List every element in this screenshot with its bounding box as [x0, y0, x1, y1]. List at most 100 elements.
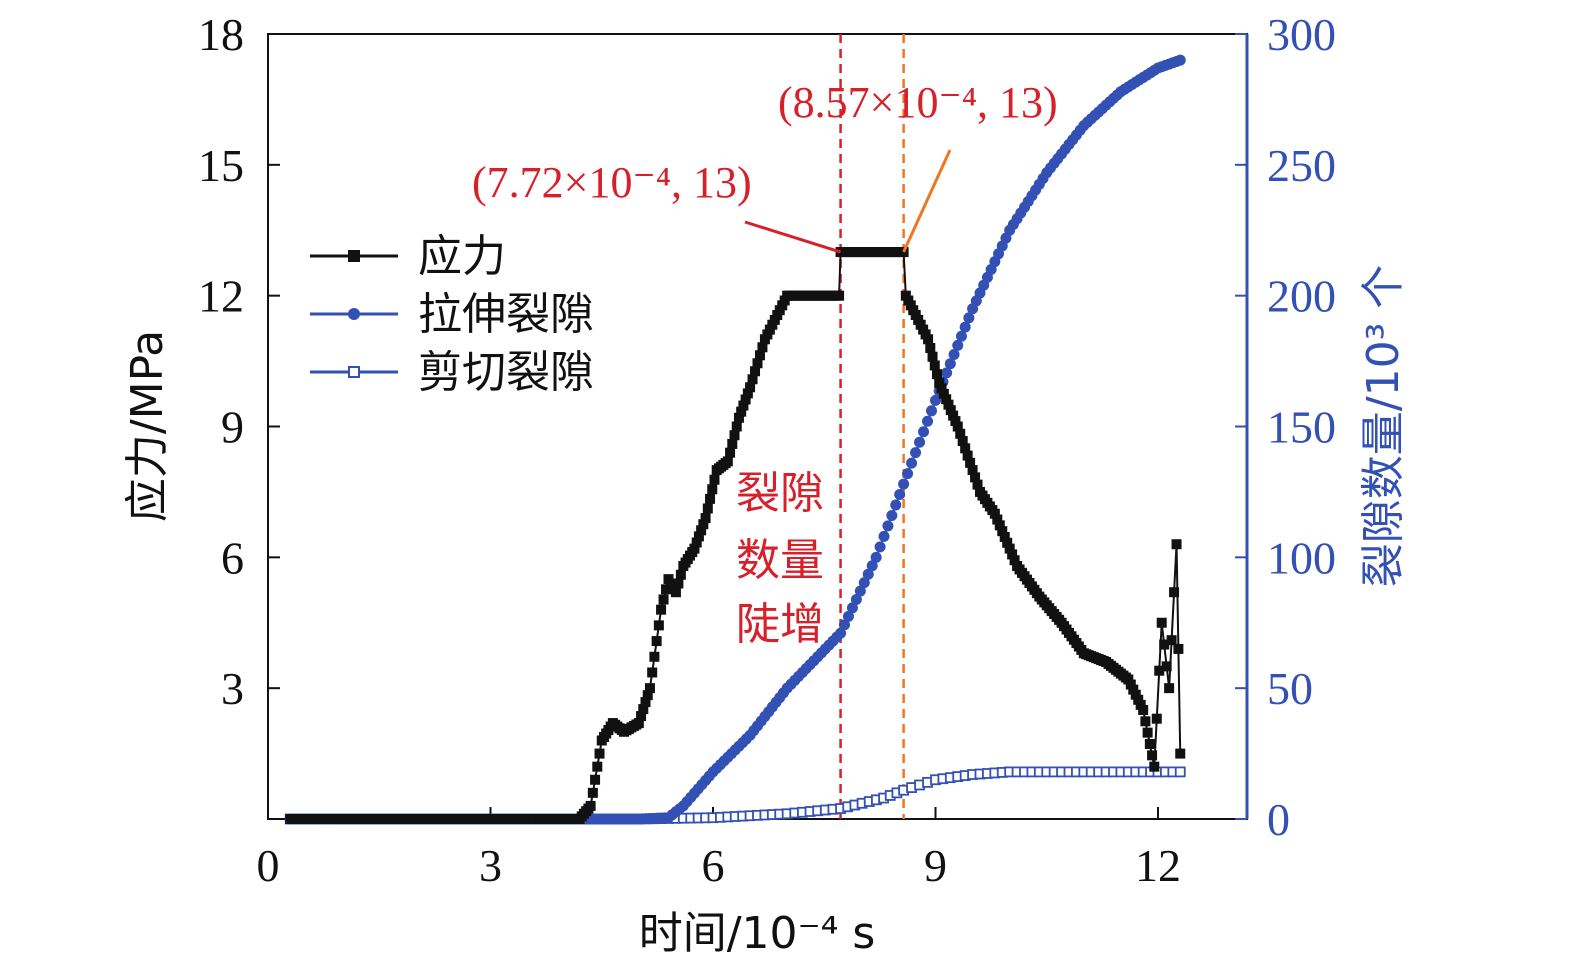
stress-point	[948, 410, 959, 421]
stress-point	[934, 377, 945, 388]
tensile-point	[944, 358, 956, 370]
stress-point	[745, 382, 756, 393]
stress-point	[1004, 543, 1015, 554]
tensile-point	[874, 541, 886, 553]
stress-point	[754, 350, 765, 361]
tensile-point	[886, 509, 898, 521]
stress-point	[693, 531, 704, 542]
legend: 应力 拉伸裂隙 剪切裂隙	[310, 231, 594, 398]
x-tick-label: 9	[924, 840, 947, 891]
stress-point	[757, 342, 768, 353]
tensile-point	[963, 312, 975, 324]
tensile-point	[918, 426, 930, 438]
stress-point	[740, 394, 751, 405]
tensile-point	[862, 568, 874, 580]
tensile-point	[846, 602, 858, 614]
tensile-point	[959, 321, 971, 333]
stress-point	[1166, 635, 1177, 646]
stress-point	[1164, 683, 1175, 694]
stress-point	[962, 450, 973, 461]
stress-point	[1128, 684, 1139, 695]
stress-point	[1130, 689, 1141, 700]
stress-point	[733, 412, 744, 423]
stress-point	[587, 787, 598, 798]
stress-point	[999, 531, 1010, 542]
stress-point	[1133, 694, 1144, 705]
stress-point	[675, 569, 686, 580]
stress-point	[1171, 539, 1182, 550]
y-right-tick-label: 150	[1267, 402, 1336, 453]
stress-point	[750, 366, 761, 377]
tensile-point	[902, 468, 914, 480]
stress-point	[1138, 704, 1149, 715]
stress-point	[640, 697, 651, 708]
x-tick-label: 3	[479, 840, 502, 891]
stress-point	[702, 503, 713, 514]
y-right-tick-label: 250	[1267, 140, 1336, 191]
stress-point	[970, 472, 981, 483]
stress-point	[1009, 555, 1020, 566]
plot-frame	[267, 33, 1248, 820]
stress-point	[994, 520, 1005, 531]
y-left-tick-label: 12	[198, 271, 244, 322]
stress-point	[955, 428, 966, 439]
stress-point	[997, 526, 1008, 537]
stress-point	[925, 343, 936, 353]
stress-point	[698, 519, 709, 530]
y-right-tick-label: 50	[1267, 663, 1313, 714]
stress-point	[1125, 679, 1136, 690]
stress-point	[929, 360, 940, 371]
stress-point	[1161, 661, 1172, 672]
tensile-point	[839, 619, 851, 631]
y-right-tick-label: 0	[1267, 794, 1290, 845]
stress-point	[689, 543, 700, 554]
tensile-point	[866, 560, 878, 572]
stress-point	[952, 421, 963, 432]
tensile-point	[878, 530, 890, 542]
stress-point	[957, 436, 968, 447]
stress-point	[658, 594, 669, 605]
stress-point	[653, 620, 664, 631]
tensile-point	[914, 436, 926, 448]
y-right-tick-label: 300	[1267, 9, 1336, 60]
stress-point	[590, 774, 601, 785]
y-left-tick-label: 3	[221, 663, 244, 714]
stress-point	[1175, 748, 1186, 759]
tensile-point	[898, 478, 910, 490]
stress-point	[736, 406, 747, 417]
tensile-point	[930, 394, 941, 406]
x-tick-label: 6	[702, 840, 725, 891]
stress-point	[1147, 750, 1158, 761]
stress-point	[1173, 643, 1184, 654]
stress-point	[592, 761, 603, 772]
stress-point	[729, 430, 740, 441]
tensile-point	[941, 367, 953, 379]
annotation-label-1: (7.72×10⁻⁴, 13)	[472, 158, 752, 207]
y-left-tick-label: 9	[221, 402, 244, 453]
stress-point	[747, 374, 758, 385]
stress-point	[834, 290, 845, 301]
stress-point	[633, 718, 644, 729]
annotation-note-line-2: 数量	[736, 535, 824, 586]
legend-label-stress: 应力	[418, 231, 506, 282]
stress-point	[727, 438, 738, 449]
tensile-point	[906, 457, 918, 469]
stress-point	[656, 604, 667, 615]
tensile-point	[854, 585, 866, 597]
stress-point	[938, 388, 949, 399]
y-left-tick-label: 18	[198, 9, 244, 60]
legend-marker-shear	[348, 366, 360, 378]
stress-point	[1002, 537, 1013, 548]
stress-point	[638, 704, 649, 715]
stress-point	[738, 400, 749, 411]
stress-point	[923, 334, 934, 345]
y-right-tick-label: 100	[1267, 532, 1336, 583]
x-axis-title: 时间/10⁻⁴ s	[639, 908, 876, 959]
shear-point	[1174, 766, 1186, 778]
stress-point	[1123, 674, 1134, 685]
stress-point	[644, 683, 655, 694]
stress-point	[1149, 761, 1160, 772]
y-right-tick-label: 200	[1267, 271, 1336, 322]
stress-point	[670, 587, 681, 598]
stress-point	[673, 578, 684, 589]
